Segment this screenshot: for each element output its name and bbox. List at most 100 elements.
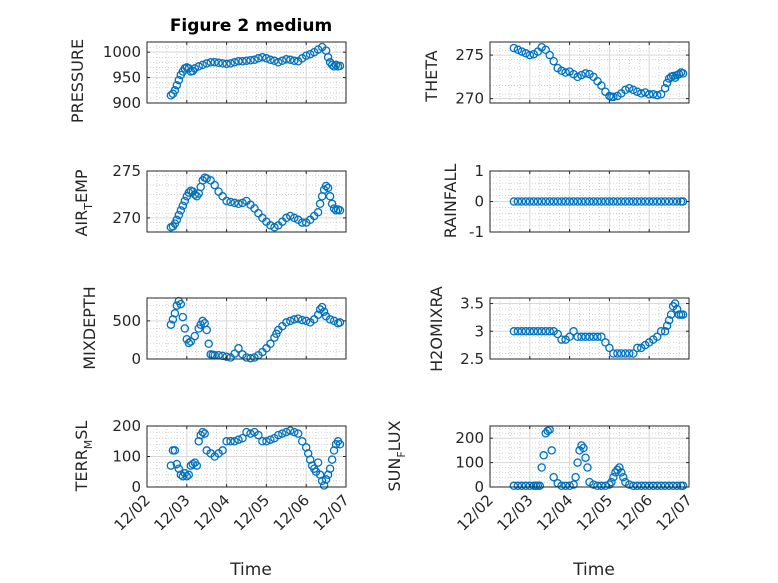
data-point <box>601 197 610 206</box>
data-point <box>188 66 198 76</box>
data-point <box>605 197 614 206</box>
data-point <box>325 464 335 473</box>
data-point <box>517 327 527 336</box>
data-point <box>313 458 323 467</box>
data-point <box>557 335 566 344</box>
data-point <box>525 327 535 336</box>
data-point <box>617 349 626 358</box>
data-point <box>662 78 672 88</box>
data-point <box>541 45 550 55</box>
y-tick-label: 100 <box>455 454 484 472</box>
data-point <box>581 197 590 206</box>
data-point <box>597 332 606 342</box>
series-markers <box>166 173 345 232</box>
data-point <box>210 58 219 67</box>
ylabel-sun-flux: SUNFLUX <box>385 420 408 491</box>
data-point <box>246 353 255 363</box>
data-point <box>545 197 554 206</box>
data-point <box>297 218 307 227</box>
data-point <box>200 429 209 438</box>
data-point <box>335 206 345 215</box>
data-point <box>601 338 610 347</box>
data-point <box>609 92 618 102</box>
x-tick-label: 12/06 <box>270 491 313 534</box>
data-point <box>541 197 550 206</box>
y-tick-label: 275 <box>112 162 141 180</box>
data-point <box>335 440 345 449</box>
x-tick-label: 12/03 <box>493 491 536 534</box>
data-point <box>186 337 196 346</box>
data-point <box>170 86 180 95</box>
subplot-theta: 270 275 <box>455 41 690 108</box>
data-point <box>652 332 662 342</box>
y-tick-label: 200 <box>455 429 484 447</box>
data-point <box>668 71 678 81</box>
data-point <box>266 221 275 230</box>
data-point <box>315 199 325 209</box>
axes-frame <box>146 170 347 233</box>
data-point <box>557 481 566 491</box>
data-point <box>589 480 598 489</box>
data-point <box>509 43 519 53</box>
data-point <box>678 69 688 78</box>
data-point <box>593 481 602 491</box>
data-point <box>589 197 598 206</box>
data-point <box>182 472 192 481</box>
data-point <box>640 197 650 206</box>
data-point <box>166 461 176 470</box>
y-tick-label: 500 <box>112 312 141 330</box>
ylabel-rainfall: RAINFALL <box>441 164 460 239</box>
y-tick-label: 0 <box>131 350 141 368</box>
series-markers <box>509 299 688 358</box>
data-point <box>258 437 267 446</box>
data-point <box>172 301 182 310</box>
tick-marks <box>146 298 347 360</box>
data-point <box>323 53 333 62</box>
data-point <box>615 463 624 472</box>
data-point <box>198 60 207 70</box>
minor-grid <box>146 297 347 360</box>
data-point <box>633 343 642 353</box>
data-point <box>577 197 586 206</box>
data-point <box>644 90 654 99</box>
data-point <box>286 426 295 435</box>
data-point <box>325 315 335 324</box>
data-point <box>656 327 666 336</box>
data-point <box>525 197 535 206</box>
data-point <box>184 188 194 197</box>
data-point <box>230 437 239 446</box>
subplot-pressure: 900 950 1000 <box>103 41 347 112</box>
data-point <box>254 430 263 440</box>
ylabel-h2omixra: H2OMIXRA <box>427 286 446 372</box>
data-point <box>234 57 243 66</box>
data-point <box>585 197 594 206</box>
tick-marks <box>146 170 347 232</box>
data-point <box>529 327 539 336</box>
x-tick-label: 12/07 <box>653 491 696 534</box>
data-point <box>513 45 523 55</box>
data-point <box>180 196 190 206</box>
data-point <box>593 197 602 206</box>
tick-marks <box>489 298 690 360</box>
data-point <box>286 316 295 326</box>
data-point <box>565 332 574 342</box>
data-point <box>278 429 287 438</box>
data-point <box>202 174 211 183</box>
data-point <box>549 472 558 482</box>
ylabel-theta: THETA <box>422 50 441 102</box>
data-point <box>266 435 275 444</box>
y-tick-label: 0 <box>474 478 484 496</box>
data-point <box>617 468 626 477</box>
subplot-mixdepth: 0 500 <box>112 296 347 368</box>
data-point <box>266 339 275 349</box>
data-point <box>509 481 519 491</box>
xlabel-left: Time <box>229 560 272 580</box>
data-point <box>286 55 295 65</box>
data-point <box>621 349 630 358</box>
data-point <box>331 60 341 70</box>
data-point <box>549 197 558 206</box>
data-point <box>557 197 566 206</box>
y-tick-label: -1 <box>469 223 484 241</box>
data-point <box>297 437 307 446</box>
y-tick-label: 950 <box>112 69 141 87</box>
